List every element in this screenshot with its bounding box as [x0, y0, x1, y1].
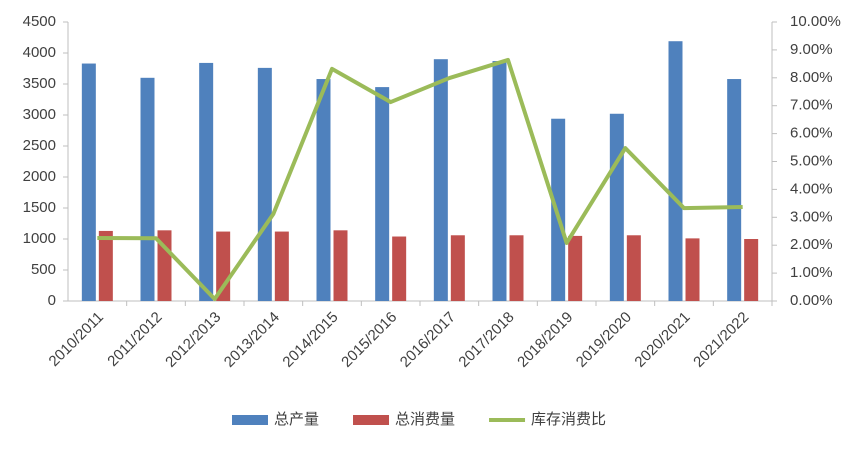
y-tick-label: 3000 — [23, 106, 56, 123]
bar — [626, 235, 641, 301]
y2-tick-label: 6.00% — [790, 125, 833, 142]
bar — [433, 59, 448, 302]
bar — [140, 77, 155, 301]
x-tick-label: 2021/2022 — [690, 309, 752, 371]
x-tick-label: 2017/2018 — [455, 309, 517, 371]
bar — [492, 61, 507, 302]
y-tick-label: 1000 — [23, 230, 56, 247]
y2-tick-label: 1.00% — [790, 264, 833, 281]
line — [97, 57, 743, 302]
bar — [609, 113, 624, 301]
bar — [727, 79, 742, 301]
y2-tick-label: 4.00% — [790, 180, 833, 197]
y2-tick-label: 9.00% — [790, 41, 833, 58]
bar — [199, 62, 214, 301]
y-tick-label: 2000 — [23, 168, 56, 185]
bar — [551, 118, 566, 301]
x-tick-label: 2020/2021 — [631, 309, 693, 371]
y-tick-label: 500 — [31, 261, 56, 278]
bar — [375, 87, 390, 301]
y-tick-label: 3500 — [23, 75, 56, 92]
y-tick-label: 4500 — [23, 13, 56, 30]
x-tick-label: 2011/2012 — [104, 309, 165, 370]
x-tick-label: 2019/2020 — [573, 309, 635, 371]
bar — [98, 230, 113, 301]
legend-label: 总消费量 — [395, 411, 455, 428]
x-tick-label: 2014/2015 — [279, 309, 341, 371]
y2-tick-label: 2.00% — [790, 236, 833, 253]
legend-label: 总产量 — [274, 411, 319, 428]
y2-tick-label: 7.00% — [790, 97, 833, 114]
legend-swatch — [353, 415, 390, 425]
bar — [333, 230, 348, 301]
bar — [568, 235, 583, 301]
y2-tick-label: 10.00% — [790, 13, 841, 30]
x-tick-label: 2016/2017 — [397, 309, 459, 371]
bar — [668, 41, 683, 301]
y2-tick-label: 5.00% — [790, 152, 833, 169]
x-tick-label: 2012/2013 — [162, 309, 224, 371]
y2-tick-label: 8.00% — [790, 69, 833, 86]
bar — [392, 236, 407, 301]
bar — [744, 239, 759, 301]
y-tick-label: 2500 — [23, 137, 56, 154]
bar — [81, 63, 96, 301]
bar — [257, 67, 272, 301]
bar — [509, 235, 524, 301]
legend-label: 库存消费比 — [531, 411, 606, 428]
x-tick-label: 2010/2011 — [46, 309, 107, 370]
bar — [274, 231, 289, 301]
y-tick-label: 4000 — [23, 44, 56, 61]
bar — [685, 238, 700, 301]
bar — [450, 235, 465, 301]
legend-swatch — [232, 415, 268, 425]
y2-tick-label: 3.00% — [790, 208, 833, 225]
bar — [316, 79, 331, 301]
x-tick-label: 2018/2019 — [514, 309, 576, 371]
y-tick-label: 1500 — [23, 199, 56, 216]
x-tick-label: 2013/2014 — [221, 309, 283, 371]
y-tick-label: 0 — [48, 292, 56, 309]
x-tick-label: 2015/2016 — [338, 309, 400, 371]
y2-tick-label: 0.00% — [790, 292, 833, 309]
